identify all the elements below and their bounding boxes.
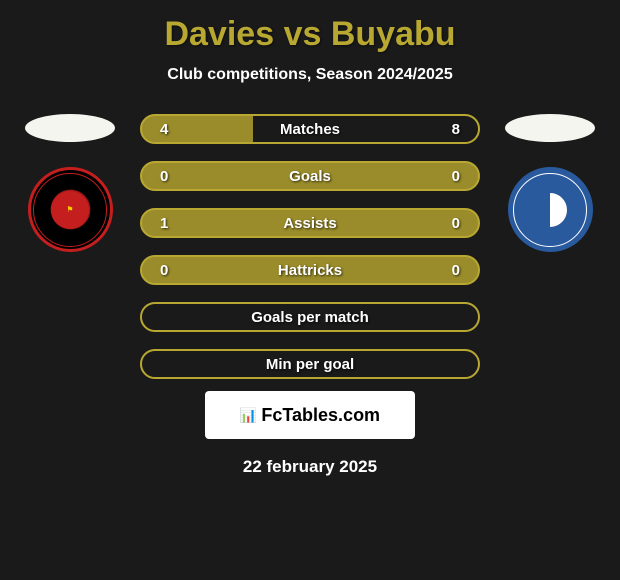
main-container: Davies vs Buyabu Club competitions, Seas… <box>0 0 620 487</box>
right-team-section <box>495 114 605 252</box>
chart-icon: 📊 <box>240 407 257 424</box>
stat-left-value: 4 <box>160 121 168 138</box>
stat-right-value: 0 <box>452 215 460 232</box>
left-team-section: ⚑ <box>15 114 125 252</box>
stat-label: Hattricks <box>278 262 342 279</box>
branding-text: FcTables.com <box>261 405 380 426</box>
stat-bar-goals: 0 Goals 0 <box>140 161 480 191</box>
stat-bar-min-per-goal: Min per goal <box>140 349 480 379</box>
left-club-badge: ⚑ <box>28 167 113 252</box>
right-player-oval <box>505 114 595 142</box>
page-title: Davies vs Buyabu <box>10 15 610 54</box>
stat-label: Matches <box>280 121 340 138</box>
stat-label: Goals per match <box>251 309 369 326</box>
stat-label: Assists <box>283 215 336 232</box>
stat-bar-assists: 1 Assists 0 <box>140 208 480 238</box>
stat-bar-goals-per-match: Goals per match <box>140 302 480 332</box>
stat-right-value: 0 <box>452 168 460 185</box>
stat-left-value: 0 <box>160 168 168 185</box>
stats-section: 4 Matches 8 0 Goals 0 1 Assists 0 0 Hattricks 0 Goal… <box>125 114 495 379</box>
left-player-oval <box>25 114 115 142</box>
stat-left-value: 1 <box>160 215 168 232</box>
right-club-badge <box>508 167 593 252</box>
rochdale-badge-inner <box>531 191 569 229</box>
content-row: ⚑ 4 Matches 8 0 Goals 0 1 Assists 0 0 Hattricks 0 Go… <box>10 114 610 379</box>
stat-right-value: 8 <box>452 121 460 138</box>
stat-bar-matches: 4 Matches 8 <box>140 114 480 144</box>
stat-label: Goals <box>289 168 331 185</box>
stat-left-value: 0 <box>160 262 168 279</box>
stat-bar-hattricks: 0 Hattricks 0 <box>140 255 480 285</box>
subtitle: Club competitions, Season 2024/2025 <box>10 66 610 84</box>
stat-label: Min per goal <box>266 356 354 373</box>
stat-right-value: 0 <box>452 262 460 279</box>
branding-box[interactable]: 📊 FcTables.com <box>205 391 415 439</box>
ebbsfleet-badge-inner: ⚑ <box>51 191 89 229</box>
date-text: 22 february 2025 <box>10 457 610 477</box>
